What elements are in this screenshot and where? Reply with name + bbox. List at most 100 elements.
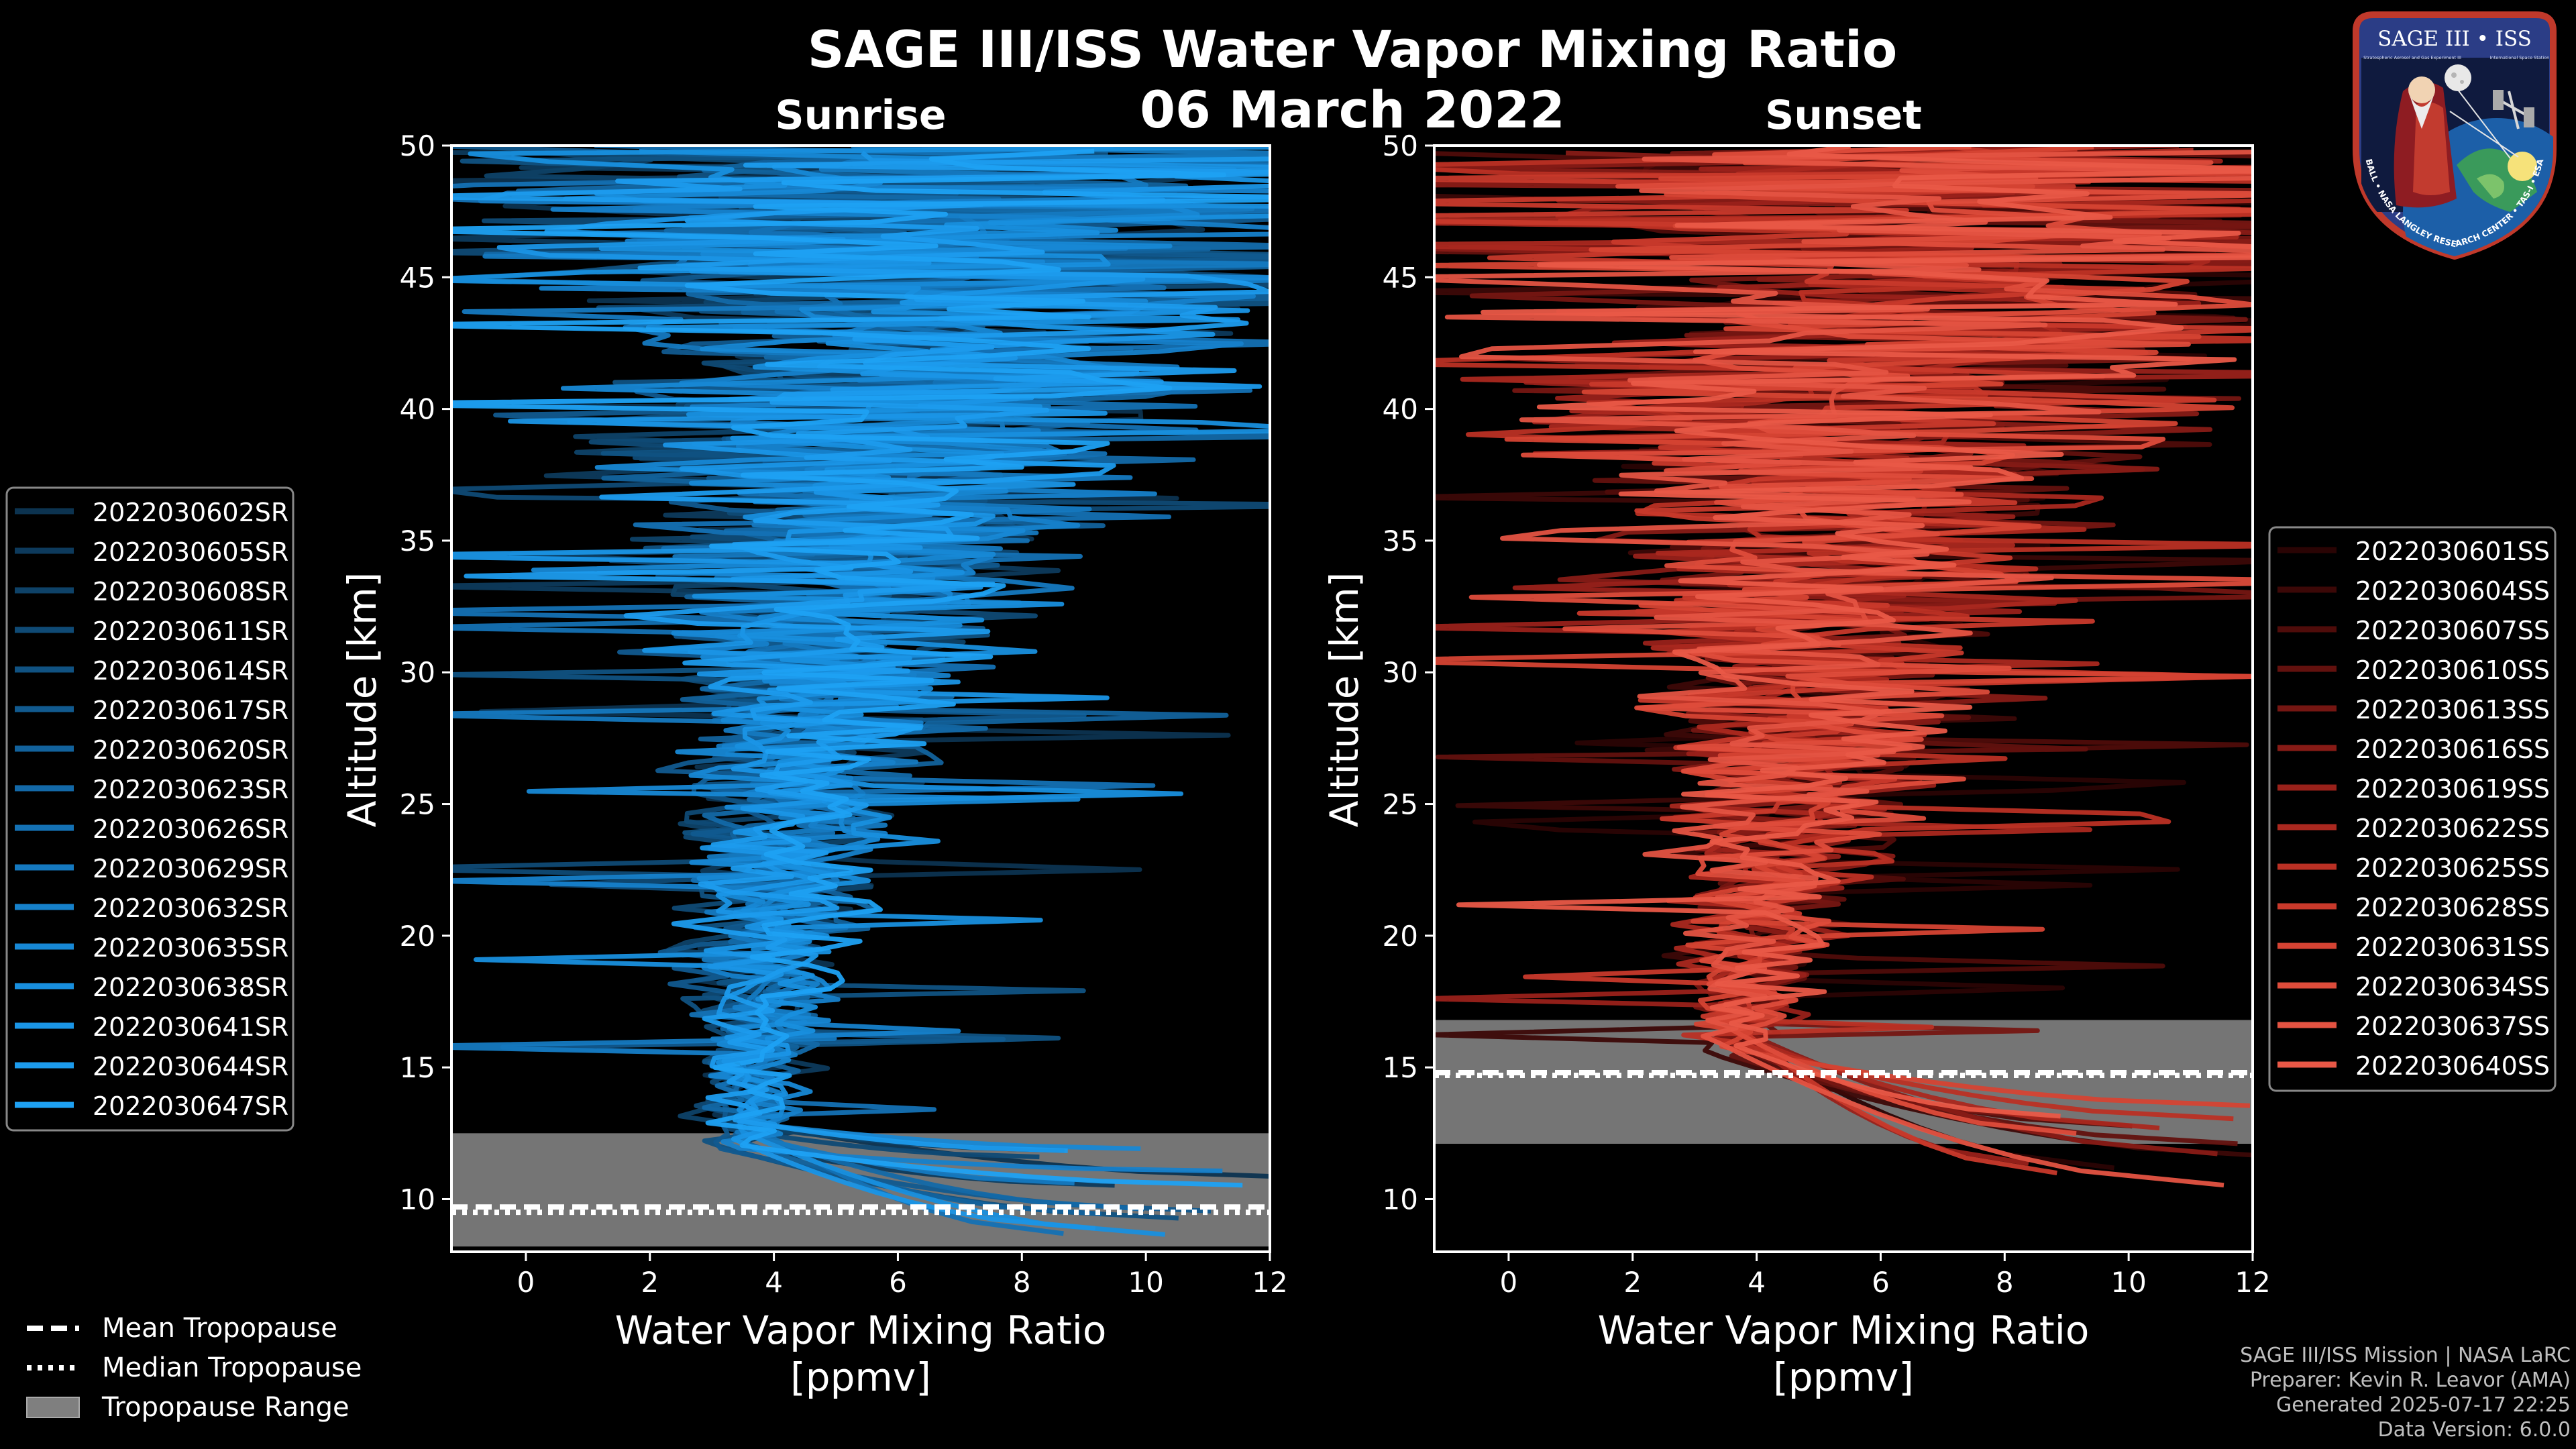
sunrise-legend-label: 2022030611SR [93,616,288,646]
sunrise-legend-item[interactable]: 2022030635SR [15,933,288,963]
sunset-legend-label: 2022030619SS [2355,774,2550,804]
sunrise-profile-2022030647SR[interactable] [334,148,1384,1188]
sunrise-x-tick-label: 8 [1013,1266,1031,1299]
sunrise-legend-item[interactable]: 2022030611SR [15,616,288,646]
tropopause-range-label: Tropopause Range [101,1392,350,1423]
sunrise-axes-frame [450,144,1271,1253]
sunset-legend-item[interactable]: 2022030622SS [2277,814,2550,843]
sunrise-legend-item[interactable]: 2022030638SR [15,973,288,1002]
sunset-legend[interactable]: 2022030601SS 2022030604SS 2022030607SS 2022… [2268,526,2557,1092]
sunrise-legend-label: 2022030635SR [93,933,288,963]
median-tropopause-label: Median Tropopause [102,1352,362,1383]
sunset-legend-item[interactable]: 2022030607SS [2277,616,2550,645]
sunset-legend-item[interactable]: 2022030613SS [2277,695,2550,724]
sunrise-legend-item[interactable]: 2022030620SR [15,735,288,765]
credit-mission: SAGE III/ISS Mission | NASA LaRC [2240,1344,2571,1367]
sunrise-legend-item[interactable]: 2022030614SR [15,656,288,686]
sunset-legend-label: 2022030607SS [2355,616,2550,645]
sunset-legend-item[interactable]: 2022030628SS [2277,893,2550,922]
sunset-legend-label: 2022030625SS [2355,853,2550,883]
sunset-legend-label: 2022030616SS [2355,735,2550,764]
sunrise-legend-item[interactable]: 2022030641SR [15,1012,288,1042]
sunset-x-tick-label: 8 [1996,1266,2014,1299]
sunset-x-tick-label: 12 [2235,1266,2270,1299]
sunrise-legend-label: 2022030614SR [93,656,288,686]
sunrise-legend-label: 2022030605SR [93,537,288,567]
sunrise-legend-label: 2022030617SR [93,696,288,725]
sunset-legend-item[interactable]: 2022030640SS [2277,1051,2550,1081]
sunset-legend-item[interactable]: 2022030631SS [2277,932,2550,962]
sunset-legend-item[interactable]: 2022030637SS [2277,1012,2550,1041]
sunset-legend-item[interactable]: 2022030619SS [2277,774,2550,804]
sunrise-legend-item[interactable]: 2022030644SR [15,1052,288,1081]
sunset-x-axis-label-line1: Water Vapor Mixing Ratio [1598,1307,2090,1353]
sunset-legend-item[interactable]: 2022030616SS [2277,735,2550,764]
sunrise-panel-title: Sunrise [775,92,946,139]
sunset-legend-item[interactable]: 2022030610SS [2277,655,2550,685]
sunset-plot-area: 0 2 4 6 8 10 12 10 15 20 25 30 35 40 45 50 [1383,129,2322,1299]
sunset-y-tick-label: 15 [1383,1051,1418,1084]
sunrise-legend-item[interactable]: 2022030626SR [15,814,288,844]
sunset-legend-label: 2022030640SS [2355,1051,2550,1081]
sunset-legend-item[interactable]: 2022030634SS [2277,972,2550,1002]
sunset-legend-label: 2022030637SS [2355,1012,2550,1041]
tropopause-range-swatch [26,1397,80,1418]
sunrise-y-tick-label: 20 [400,920,435,953]
sunset-panel-title: Sunset [1765,92,1922,139]
sunrise-y-tick-label: 45 [400,261,435,294]
tropopause-legend: Mean Tropopause Median Tropopause Tropop… [26,1313,362,1423]
sunset-axes-frame [1433,144,2254,1253]
sunrise-legend-label: 2022030626SR [93,814,288,844]
sunset-legend-label: 2022030613SS [2355,695,2550,724]
sunrise-y-tick-label: 30 [400,656,435,689]
sunset-y-tick-label: 30 [1383,656,1418,689]
sunset-panel: Sunset 0 2 4 6 8 10 12 10 15 20 25 30 35 40 45 50 Water… [1322,92,2322,1400]
sunset-y-tick-label: 45 [1383,261,1418,294]
sunrise-y-tick-label: 25 [400,788,435,821]
logo-subtitle-right: International Space Station [2490,55,2550,60]
sunset-legend-item[interactable]: 2022030625SS [2277,853,2550,883]
sunrise-plot-area: 0 2 4 6 8 10 12 10 15 20 25 30 35 40 45 50 [334,129,1384,1299]
sunset-profile-2022030640SS[interactable] [1456,146,2322,1119]
sunrise-x-axis-label-line2: [ppmv] [790,1354,931,1400]
credit-preparer: Preparer: Kevin R. Leavor (AMA) [2249,1368,2571,1392]
sunrise-legend-item[interactable]: 2022030602SR [15,498,288,527]
sunset-legend-label: 2022030628SS [2355,893,2550,922]
sunrise-y-tick-label: 10 [400,1183,435,1216]
sunset-x-tick-label: 2 [1623,1266,1642,1299]
sunset-legend-item[interactable]: 2022030604SS [2277,576,2550,606]
sunrise-legend-item[interactable]: 2022030647SR [15,1091,288,1121]
sunrise-legend-item[interactable]: 2022030617SR [15,696,288,725]
mean-tropopause-label: Mean Tropopause [102,1313,337,1344]
sunset-x-axis-label-line2: [ppmv] [1773,1354,1914,1400]
sunset-legend-label: 2022030601SS [2355,537,2550,566]
sunrise-legend-label: 2022030632SR [93,894,288,923]
sunrise-legend-label: 2022030629SR [93,854,288,883]
sunrise-legend-label: 2022030644SR [93,1052,288,1081]
sunrise-legend[interactable]: 2022030602SR 2022030605SR 2022030608SR 2022… [5,486,294,1132]
sunrise-legend-item[interactable]: 2022030629SR [15,854,288,883]
sunrise-legend-label: 2022030620SR [93,735,288,765]
sunset-legend-label: 2022030622SS [2355,814,2550,843]
sunrise-legend-item[interactable]: 2022030605SR [15,537,288,567]
figure-title: SAGE III/ISS Water Vapor Mixing Ratio [808,19,1898,79]
sunrise-legend-item[interactable]: 2022030623SR [15,775,288,804]
sunset-legend-label: 2022030631SS [2355,932,2550,962]
sunset-legend-label: 2022030604SS [2355,576,2550,606]
sunrise-y-axis-label: Altitude [km] [339,572,385,827]
sunrise-y-tick-label: 35 [400,525,435,557]
sunrise-legend-label: 2022030608SR [93,577,288,606]
sunrise-legend-item[interactable]: 2022030632SR [15,894,288,923]
sunset-legend-item[interactable]: 2022030601SS [2277,537,2550,566]
sunrise-x-axis-label-line1: Water Vapor Mixing Ratio [615,1307,1107,1353]
sunset-y-tick-label: 35 [1383,525,1418,557]
sunrise-x-tick-label: 0 [517,1266,535,1299]
sunset-x-tick-label: 0 [1500,1266,1518,1299]
logo-wordmark: SAGE III • ISS [2377,27,2532,51]
sunset-y-tick-label: 40 [1383,393,1418,426]
sunrise-x-tick-label: 6 [889,1266,907,1299]
sunset-legend-frame [2268,526,2557,1092]
sunset-legend-label: 2022030610SS [2355,655,2550,685]
sunrise-legend-item[interactable]: 2022030608SR [15,577,288,606]
